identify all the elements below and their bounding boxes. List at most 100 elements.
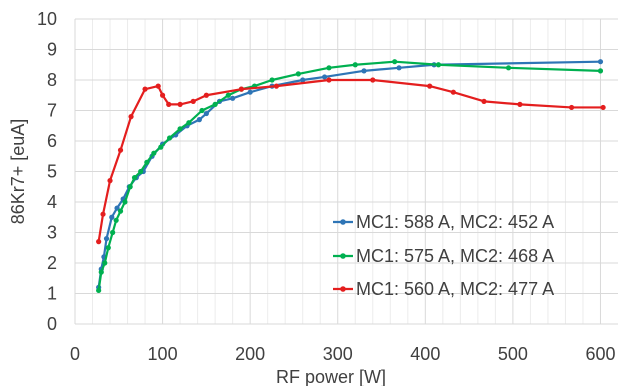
legend-marker: [340, 253, 346, 259]
data-point: [186, 120, 192, 126]
data-point: [96, 287, 102, 294]
data-point: [159, 92, 166, 98]
series-line: [97, 78, 605, 243]
y-tick-labels: 0 1 2 3 4 5 6 7 8 9 10: [37, 9, 57, 334]
data-point: [107, 178, 113, 184]
data-point: [122, 199, 128, 205]
data-point: [352, 62, 358, 68]
data-point: [110, 229, 116, 236]
data-point: [102, 260, 108, 266]
data-point: [273, 83, 280, 89]
legend-marker: [340, 286, 346, 292]
data-point: [138, 168, 144, 175]
data-point: [166, 101, 172, 107]
x-tick-label: 100: [148, 344, 178, 364]
x-tick-labels: 0 100 200 300 400 500 600: [70, 344, 616, 364]
data-point: [177, 126, 183, 132]
data-point: [450, 89, 456, 95]
y-tick-label: 1: [47, 284, 57, 304]
series-layer: [96, 59, 606, 294]
data-point: [568, 104, 575, 111]
data-point: [103, 236, 110, 242]
data-point: [392, 59, 398, 65]
data-point: [517, 101, 523, 107]
data-point: [177, 101, 183, 107]
data-point: [105, 245, 111, 251]
data-point: [131, 175, 138, 181]
legend-marker: [340, 219, 346, 225]
x-tick-label: 200: [235, 344, 265, 364]
y-tick-label: 6: [47, 131, 57, 151]
y-tick-label: 0: [47, 314, 57, 334]
x-tick-label: 400: [410, 344, 440, 364]
data-point: [230, 95, 236, 101]
data-point: [98, 269, 104, 275]
data-point: [166, 135, 173, 141]
data-point: [300, 77, 306, 83]
data-point: [322, 74, 328, 80]
data-point: [481, 98, 487, 104]
x-axis-title: RF power [W]: [276, 367, 386, 386]
y-tick-label: 8: [47, 70, 57, 90]
y-axis-title: 86Kr7+ [euA]: [8, 119, 28, 225]
data-point: [117, 147, 124, 153]
data-point: [370, 77, 376, 83]
data-point: [326, 77, 332, 83]
y-tick-label: 7: [47, 101, 57, 121]
data-point: [196, 117, 202, 123]
data-point: [155, 83, 161, 89]
data-point: [144, 159, 150, 165]
legend-label: MC1: 588 A, MC2: 452 A: [356, 212, 554, 232]
data-point: [142, 86, 148, 92]
x-tick-label: 0: [70, 344, 80, 364]
data-point: [361, 68, 367, 74]
data-point: [117, 208, 124, 214]
data-point: [597, 59, 604, 65]
y-tick-label: 9: [47, 40, 57, 60]
data-point: [190, 98, 196, 104]
data-point: [114, 205, 120, 211]
y-tick-label: 10: [37, 9, 57, 29]
data-point: [435, 62, 442, 68]
data-point: [203, 92, 209, 98]
x-tick-label: 600: [585, 344, 615, 364]
legend-label: MC1: 575 A, MC2: 468 A: [356, 246, 554, 266]
data-point: [109, 214, 115, 220]
data-point: [96, 239, 102, 245]
legend-item: MC1: 588 A, MC2: 452 A: [333, 212, 554, 232]
y-tick-label: 5: [47, 162, 57, 182]
data-point: [597, 68, 604, 74]
x-tick-label: 500: [498, 344, 528, 364]
data-point: [212, 101, 218, 107]
x-tick-label: 300: [323, 344, 353, 364]
y-tick-label: 4: [47, 192, 57, 212]
data-point: [113, 217, 119, 223]
data-point: [269, 77, 275, 83]
legend-item: MC1: 560 A, MC2: 477 A: [333, 279, 554, 299]
data-point: [247, 89, 253, 95]
legend: MC1: 588 A, MC2: 452 A MC1: 575 A, MC2: 4…: [333, 212, 554, 299]
data-point: [600, 104, 606, 111]
data-point: [127, 184, 133, 190]
legend-item: MC1: 575 A, MC2: 468 A: [333, 246, 554, 266]
data-point: [326, 65, 332, 71]
data-point: [225, 92, 231, 98]
data-point: [295, 71, 301, 77]
data-point: [238, 86, 245, 92]
y-tick-label: 3: [47, 223, 57, 243]
data-point: [505, 65, 512, 71]
data-point: [128, 114, 134, 120]
data-point: [396, 65, 402, 71]
data-point: [100, 211, 106, 217]
data-point: [427, 83, 433, 89]
legend-label: MC1: 560 A, MC2: 477 A: [356, 279, 554, 299]
data-point: [199, 107, 205, 114]
series-3: [96, 77, 606, 245]
data-point: [151, 150, 157, 156]
data-point: [158, 144, 164, 150]
series-2: [96, 59, 604, 294]
data-point: [203, 110, 209, 117]
y-tick-label: 2: [47, 253, 57, 273]
